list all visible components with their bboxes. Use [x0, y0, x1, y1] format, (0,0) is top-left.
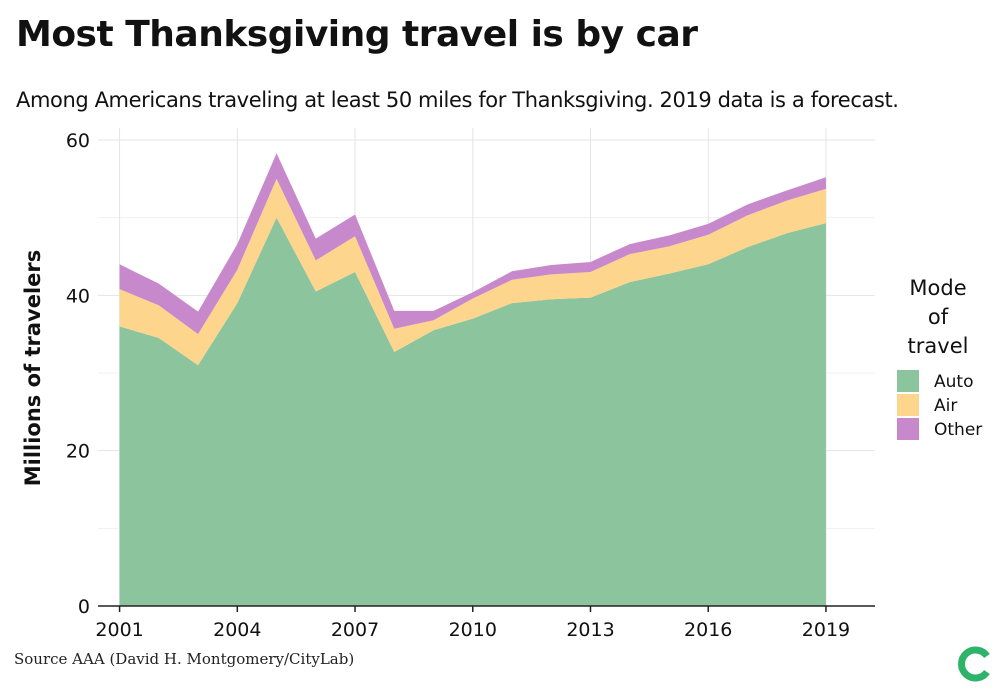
legend-label-air: Air	[934, 396, 957, 416]
x-axis: 2001 2004 2007 2010 2013 2016 2019	[95, 605, 875, 641]
legend-swatch-air	[897, 394, 919, 416]
legend-swatch-auto	[897, 370, 919, 392]
x-tick-label: 2007	[331, 619, 379, 641]
x-tick-label: 2004	[213, 619, 261, 641]
legend-swatch-other	[897, 418, 919, 440]
x-tick-label: 2019	[802, 619, 850, 641]
x-tick-label: 2013	[566, 619, 614, 641]
area-air	[119, 178, 826, 366]
legend-title: travel	[908, 334, 969, 358]
legend-label-other: Other	[934, 420, 982, 440]
chart-title: Most Thanksgiving travel is by car	[16, 14, 698, 55]
legend-title: Mode	[909, 276, 966, 300]
x-tick-label: 2001	[95, 619, 143, 641]
area-auto	[119, 217, 826, 607]
y-axis: 0 20 40 60	[66, 130, 90, 618]
citylab-logo-icon	[958, 646, 990, 682]
legend-title: of	[928, 305, 949, 329]
area-layers	[119, 153, 826, 607]
legend-label-auto: Auto	[934, 372, 973, 392]
y-tick-label: 20	[66, 441, 90, 463]
area-other	[119, 153, 826, 335]
legend: Mode of travel Auto Air Other	[897, 276, 982, 440]
y-tick-label: 60	[66, 130, 90, 152]
y-tick-label: 40	[66, 285, 90, 307]
y-axis-label: Millions of travelers	[21, 250, 45, 487]
x-tick-label: 2010	[449, 619, 497, 641]
y-tick-label: 0	[78, 596, 90, 618]
x-tick-label: 2016	[684, 619, 732, 641]
source-note: Source AAA (David H. Montgomery/CityLab)	[14, 650, 355, 668]
chart-subtitle: Among Americans traveling at least 50 mi…	[16, 88, 899, 112]
